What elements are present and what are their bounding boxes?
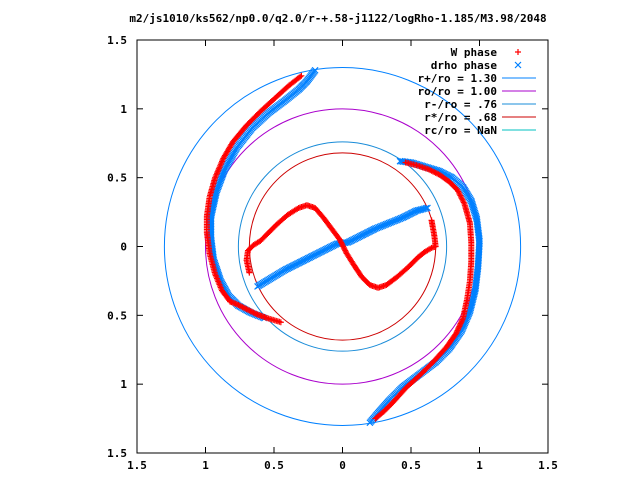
w-phase-point [238,303,245,310]
w-phase-point [250,309,257,316]
w-phase-point [341,246,348,253]
w-phase-point [460,198,467,205]
w-phase-point [227,298,234,305]
w-phase-point [297,73,304,80]
w-phase-point [246,307,253,314]
y-tick-label: 1 [120,103,127,116]
legend-marker [514,61,522,69]
w-phase-point [340,244,347,251]
w-phase-point [294,205,301,212]
legend-label: ro/ro = 1.00 [418,85,497,98]
legend-label: r*/ro = .68 [424,111,497,124]
y-tick-label: 1.5 [107,447,127,460]
w-phase-point [342,247,349,254]
x-tick-label: 0.5 [401,459,421,472]
w-phase-point [456,321,463,328]
w-phase-point [456,323,463,330]
y-tick-label: 1 [120,378,127,391]
drho-phase-point [311,66,319,74]
w-phase-point [249,308,256,315]
w-phase-point [235,302,242,309]
circle-4 [237,141,448,352]
w-phase-point [460,199,467,206]
y-tick-label: 0.5 [107,172,127,185]
y-tick-label: 0 [120,241,127,254]
w-phase-point [251,310,258,317]
y-tick-label: 1.5 [107,34,127,47]
w-phase-point [458,193,465,200]
w-phase-point [460,315,467,322]
legend-label: r-/ro = .76 [424,98,497,111]
chart-title: m2/js1010/ks562/np0.0/q2.0/r-+.58-j1122/… [129,12,546,25]
w-phase-point [340,243,347,250]
w-phase-point [247,308,254,315]
w-phase-point [236,302,243,309]
w-phase-point [455,326,462,333]
legend-label: drho phase [431,59,498,72]
x-tick-label: 0.5 [264,459,284,472]
w-phase-point [458,317,465,324]
w-phase-point [459,196,466,203]
w-phase-point [338,240,345,247]
w-phase-point [454,187,461,194]
w-phase-point [337,237,344,244]
w-phase-point [253,310,260,317]
w-phase-point [244,306,251,313]
w-phase-point [239,304,246,311]
w-phase-point [372,415,379,422]
x-tick-label: 1.5 [127,459,147,472]
w-phase-point [338,239,345,246]
x-tick-label: 1.5 [538,459,558,472]
w-phase-point [243,306,250,313]
w-phase-point [455,324,462,331]
w-phase-point [434,170,441,177]
legend-label: rc/ro = NaN [424,124,497,137]
w-phase-point [428,217,435,224]
w-phase-point [455,189,462,196]
w-phase-point [456,191,463,198]
drho-phase-point [422,204,430,212]
x-tick-label: 1 [476,459,483,472]
w-phase-point [298,72,305,79]
x-tick-label: 1 [202,459,209,472]
w-phase-point [432,169,439,176]
drho-phase-point [366,419,374,427]
w-phase-point [429,168,436,175]
w-phase-point [427,245,434,252]
drho-phase-point [424,204,431,212]
w-phase-point [336,236,343,243]
legend-label: r+/ro = 1.30 [418,72,497,85]
w-phase-point [459,316,466,323]
x-tick-label: 0 [339,459,346,472]
w-phase-point [339,242,346,249]
legend-label: W phase [451,46,498,59]
circle-2 [163,67,522,426]
w-phase-point [458,195,465,202]
w-phase-point [457,320,464,327]
w-phase-point [455,188,462,195]
w-phase-point [458,319,465,326]
axis-ticks: 1.5 1 0.5 0 0.5 1 1.51.510.500.511.5 [107,34,558,472]
w-phase-point [427,167,434,174]
y-tick-label: 0.5 [107,309,127,322]
w-phase-point [431,169,438,176]
w-phase-point [425,166,432,173]
w-phase-point [454,327,461,334]
w-phase-point [240,304,247,311]
w-phase-point [457,192,464,199]
legend-marker [515,49,521,55]
data-points [203,66,483,427]
w-phase-point [242,305,249,312]
w-phase-point [373,414,380,421]
w-phase-point [428,167,435,174]
